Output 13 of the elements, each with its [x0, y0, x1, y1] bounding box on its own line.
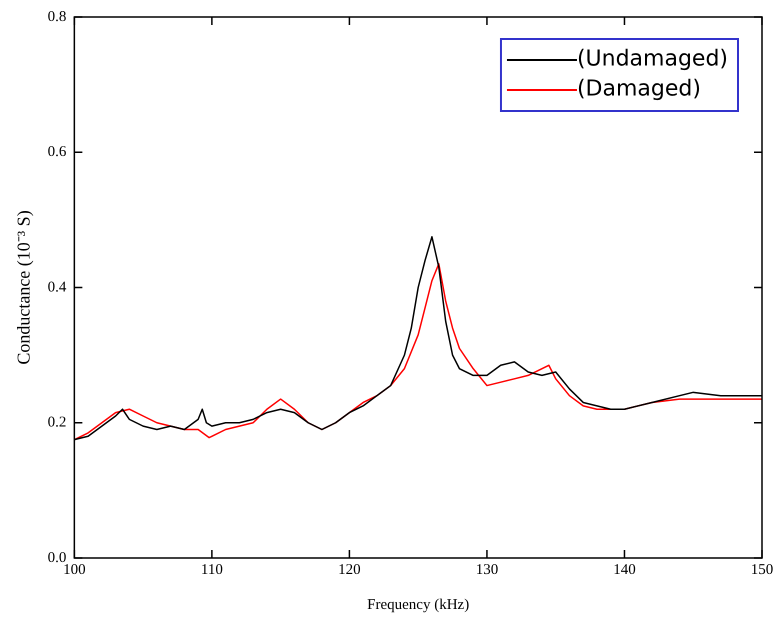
y-tick-label: 0.4: [48, 279, 67, 296]
y-axis-title: Conductance (10⁻³ S): [14, 210, 34, 365]
y-tick-label: 0.6: [48, 144, 67, 160]
x-tick-label: 150: [750, 562, 774, 578]
legend-label: (Damaged): [576, 76, 701, 102]
x-tick-label: 140: [613, 562, 636, 578]
legend-label: (Undamaged): [576, 46, 728, 72]
y-tick-label: 0.8: [48, 8, 66, 25]
x-tick-label: 120: [338, 562, 361, 578]
x-axis-title: Frequency (kHz): [367, 596, 470, 613]
x-tick-label: 130: [476, 562, 498, 578]
x-tick-label: 110: [200, 562, 223, 578]
y-tick-label: 0.2: [48, 414, 66, 431]
